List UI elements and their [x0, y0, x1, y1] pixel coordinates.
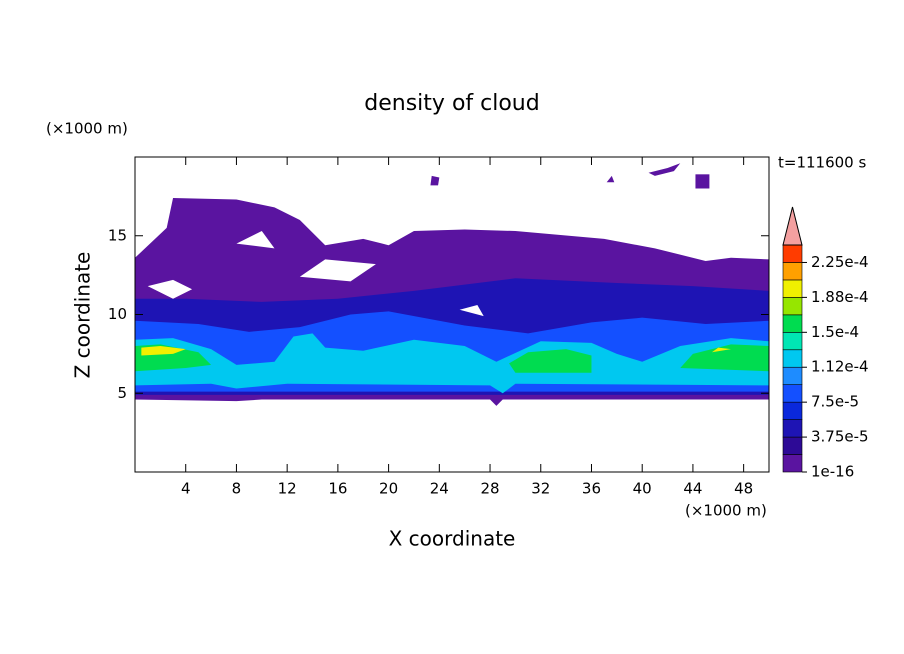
colorbar-tick-label: 3.75e-5	[811, 428, 869, 446]
y-tick-label: 10	[108, 305, 127, 323]
contour-region	[680, 344, 769, 372]
colorbar-tick-label: 1.88e-4	[811, 288, 869, 306]
x-tick-label: 28	[480, 480, 499, 498]
x-tick-label: 44	[683, 480, 702, 498]
chart-title: density of cloud	[364, 91, 539, 116]
x-unit: (×1000 m)	[685, 502, 767, 520]
y-tick-label: 5	[117, 384, 127, 402]
x-tick-label: 4	[181, 480, 191, 498]
axes: 4 8 12 16 20 24 28 32 36 40 44 48510151e-163.75e-57…	[108, 156, 869, 498]
contour-region	[141, 346, 186, 356]
contour-region	[509, 349, 592, 373]
colorbar-tick-label: 1e-16	[811, 463, 854, 481]
colorbar-swatch	[782, 314, 803, 333]
gap	[236, 231, 275, 249]
colorbar-swatch	[782, 436, 803, 455]
gap	[459, 305, 484, 317]
colorbar-swatch	[782, 244, 803, 263]
y-tick-label: 15	[108, 226, 127, 244]
contour-region	[711, 347, 731, 353]
contour-region	[135, 333, 769, 394]
colorbar-swatch	[782, 279, 803, 298]
colorbar-tick-label: 1.5e-4	[811, 323, 859, 341]
x-tick-label: 16	[328, 480, 347, 498]
colorbar-swatch	[782, 262, 803, 281]
time-annotation: t=111600 s	[778, 154, 866, 172]
x-tick-label: 8	[232, 480, 242, 498]
colorbar-swatch	[782, 419, 803, 438]
colorbar-tick-label: 7.5e-5	[811, 393, 859, 411]
colorbar-swatch	[782, 401, 803, 420]
colorbar-swatch	[782, 297, 803, 316]
colorbar-swatch	[782, 349, 803, 368]
y-unit: (×1000 m)	[46, 120, 128, 138]
x-tick-label: 12	[278, 480, 297, 498]
y-axis-label: Z coordinate	[71, 252, 95, 379]
x-tick-label: 40	[633, 480, 652, 498]
gap	[147, 279, 193, 299]
contour-region	[430, 175, 440, 186]
contour-region	[648, 163, 681, 176]
x-tick-label: 48	[734, 480, 753, 498]
x-tick-label: 24	[430, 480, 449, 498]
gap	[299, 259, 376, 282]
contour-region	[606, 175, 615, 183]
x-tick-label: 32	[531, 480, 550, 498]
contour-field	[135, 163, 769, 406]
colorbar-swatch	[782, 366, 803, 385]
x-axis-label: X coordinate	[389, 527, 516, 551]
colorbar-swatch	[782, 332, 803, 351]
x-tick-label: 20	[379, 480, 398, 498]
x-tick-label: 36	[582, 480, 601, 498]
colorbar-swatch	[782, 384, 803, 403]
contour-region	[695, 174, 710, 189]
colorbar-extend	[782, 206, 803, 246]
colorbar-tick-label: 1.12e-4	[811, 358, 869, 376]
colorbar-tick-label: 2.25e-4	[811, 253, 869, 271]
colorbar-swatch	[782, 454, 803, 473]
